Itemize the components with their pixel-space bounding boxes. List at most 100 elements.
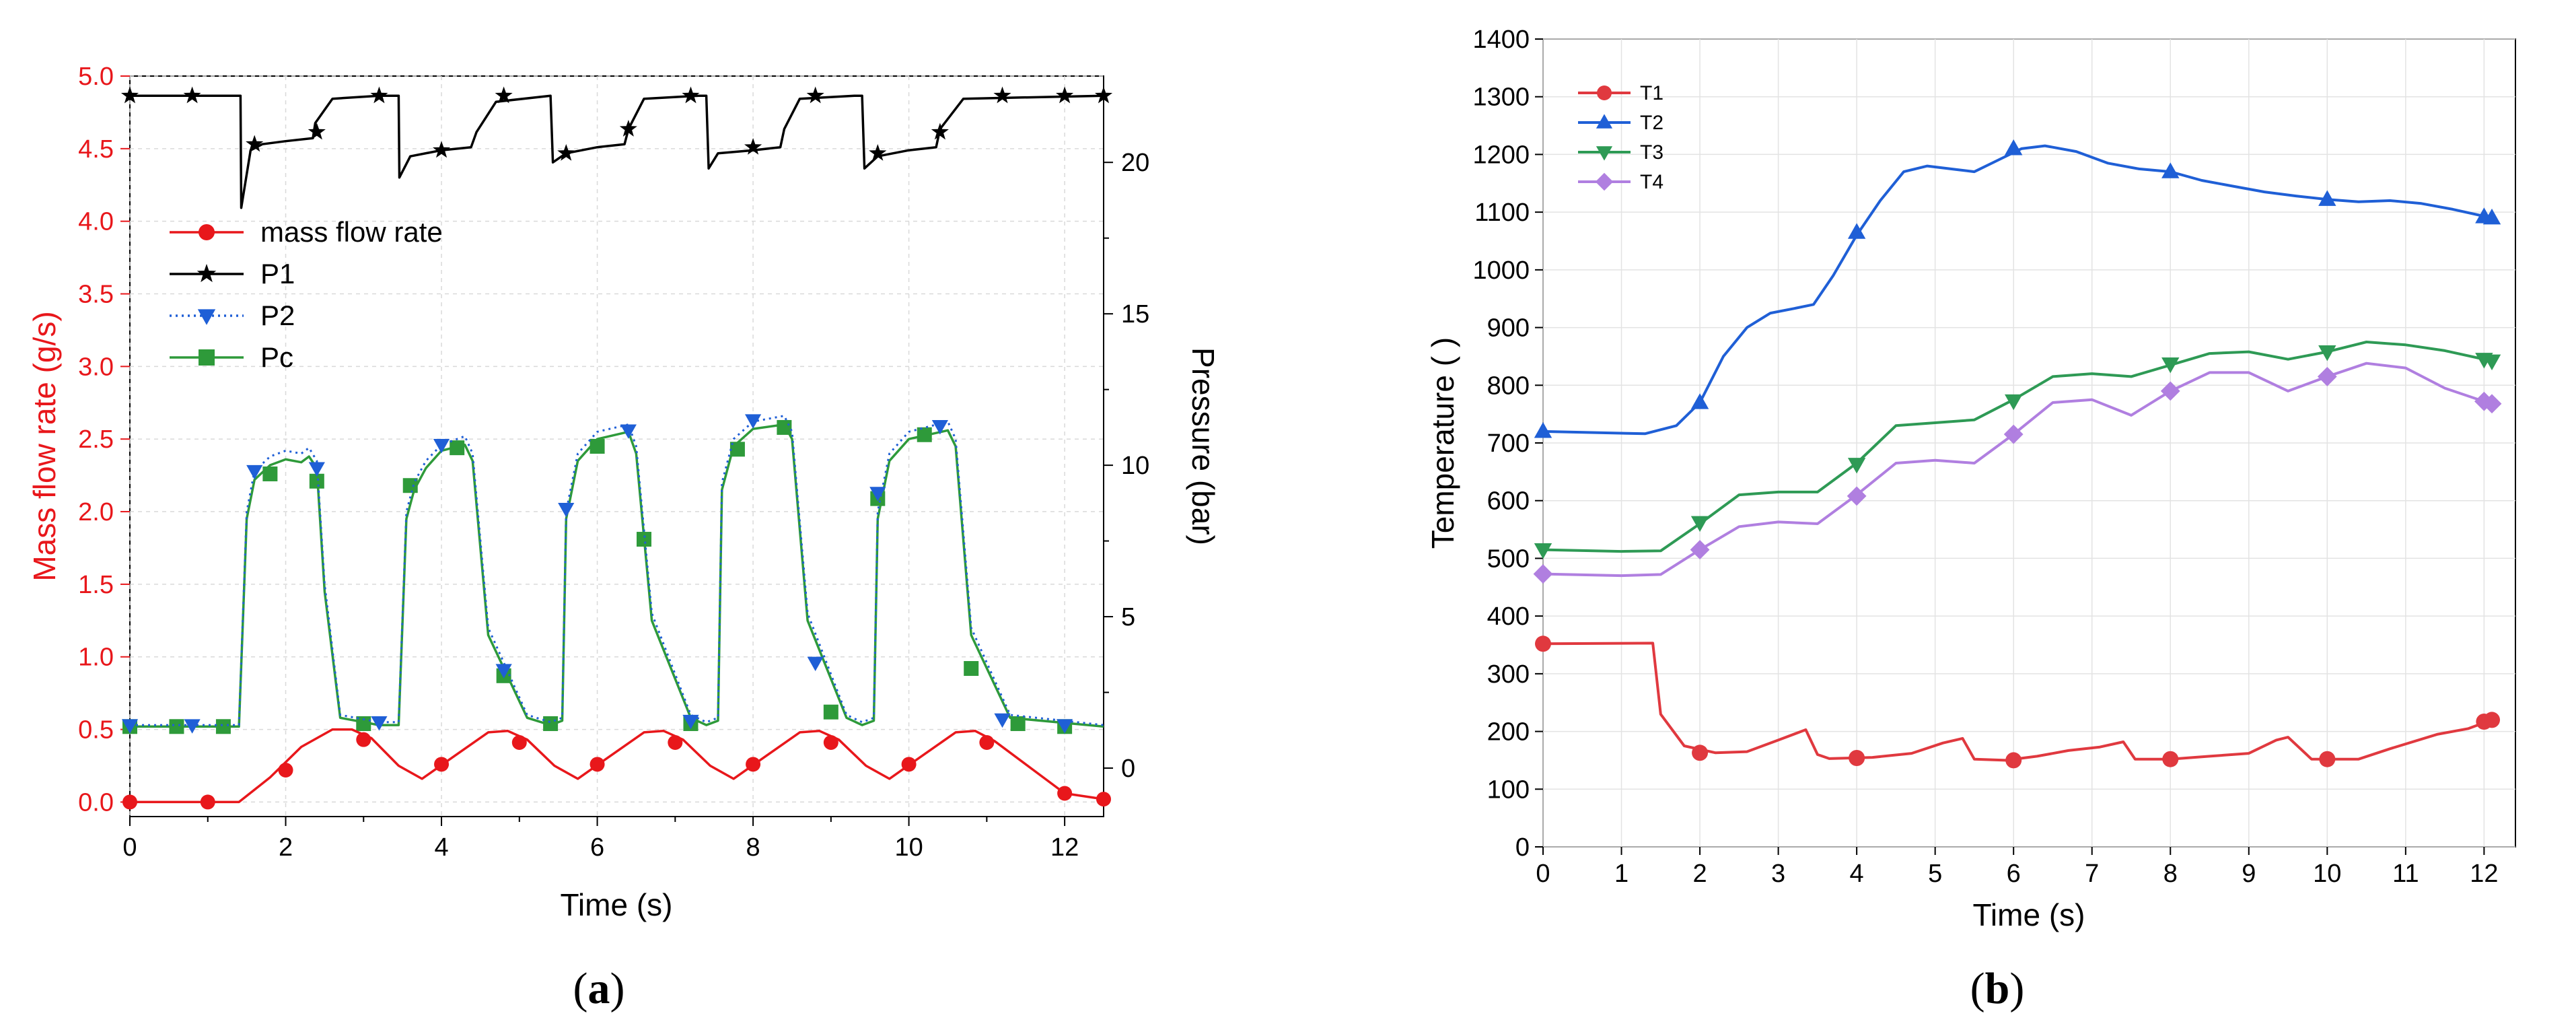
series-marker-pc xyxy=(823,704,838,720)
series-marker-t4 xyxy=(2482,394,2502,414)
panel-a-right-tick-label: 20 xyxy=(1121,149,1149,177)
series-marker-pc xyxy=(543,716,559,731)
panel-a-left-tick-label: 4.0 xyxy=(78,208,114,236)
panel-b-series xyxy=(1533,139,2502,769)
panel-a-caption-open: ( xyxy=(573,964,588,1013)
legend-marker-t1 xyxy=(1597,85,1612,100)
panel-b-x-tick-label: 6 xyxy=(2007,860,2021,888)
series-marker-pc xyxy=(402,478,418,493)
series-marker-t1 xyxy=(2484,712,2501,728)
series-marker-t1 xyxy=(2005,752,2022,769)
series-marker-p1 xyxy=(120,86,139,104)
series-line-t1 xyxy=(1542,642,2493,762)
legend-label-t4: T4 xyxy=(1640,171,1663,193)
legend-label-t1: T1 xyxy=(1640,82,1663,104)
panel-a-right-axis-title: Pressure (bar) xyxy=(1186,347,1221,545)
panel-b-legend: T1 T2 T3 T4 xyxy=(1578,82,1663,193)
panel-b-x-tick-label: 2 xyxy=(1692,860,1707,888)
series-marker-t2 xyxy=(2482,208,2501,225)
panel-a-x-tick-label: 12 xyxy=(1050,833,1079,862)
series-marker-t3 xyxy=(1847,458,1866,474)
series-marker-mass-flow-rate xyxy=(746,757,761,772)
series-marker-p2 xyxy=(495,664,512,679)
panel-b-x-axis-title: Time (s) xyxy=(1973,897,2085,932)
series-marker-p1 xyxy=(993,86,1011,104)
series-marker-mass-flow-rate xyxy=(589,757,605,772)
series-line-t4 xyxy=(1542,361,2493,578)
panel-b-y-tick-label: 900 xyxy=(1487,314,1530,343)
legend-marker-pc xyxy=(199,349,215,366)
panel-b-grid xyxy=(1542,38,2515,848)
legend-marker-mass-flow-rate xyxy=(199,224,215,240)
series-marker-t2 xyxy=(2318,190,2336,206)
panel-b-caption-letter: b xyxy=(1985,964,2010,1013)
series-marker-t4 xyxy=(1690,540,1710,559)
series-marker-p2 xyxy=(931,420,949,435)
series-marker-t4 xyxy=(1847,486,1867,506)
series-marker-p1 xyxy=(370,86,388,104)
panel-b-x-tick-label: 8 xyxy=(2163,860,2178,888)
legend-label-p1: P1 xyxy=(260,258,295,289)
panel-b-x-tick-label: 12 xyxy=(2470,860,2498,888)
panel-a-grid xyxy=(129,75,1104,817)
series-line-t2 xyxy=(1542,144,2493,436)
series-marker-pc xyxy=(450,440,465,456)
series-marker-pc xyxy=(964,661,979,676)
series-marker-p2 xyxy=(558,502,575,518)
series-marker-p1 xyxy=(183,86,201,104)
series-marker-mass-flow-rate xyxy=(823,735,838,750)
panel-a-x-tick-label: 10 xyxy=(894,833,923,862)
panel-a: 0 2 4 6 8 10 12 0.0 0.5 1.0 1.5 2.0 2.5 3.0 3.5 4.0 4.5 5… xyxy=(27,63,1221,1013)
panel-b-y-tick-label: 1200 xyxy=(1472,141,1530,169)
series-marker-pc xyxy=(777,419,792,435)
panel-a-left-tick-label: 4.5 xyxy=(78,135,114,164)
series-marker-t1 xyxy=(1535,635,1551,652)
series-marker-p1 xyxy=(619,120,637,137)
series-marker-t4 xyxy=(2003,424,2024,444)
panel-b-x-tick-label: 7 xyxy=(2085,860,2099,888)
series-marker-p2 xyxy=(744,414,762,429)
series-marker-p2 xyxy=(682,714,699,730)
series-marker-t1 xyxy=(1692,745,1709,761)
panel-b-caption-open: ( xyxy=(1970,964,1985,1013)
series-marker-t1 xyxy=(1849,750,1865,766)
series-marker-p1 xyxy=(744,138,762,155)
series-marker-pc xyxy=(1010,716,1026,731)
legend-label-p2: P2 xyxy=(260,300,295,331)
panel-a-right-tick-label: 15 xyxy=(1121,300,1149,329)
legend-marker-p2 xyxy=(197,309,216,325)
panel-b-y-tick-label: 1000 xyxy=(1472,256,1530,285)
panel-a-series xyxy=(120,86,1113,810)
panel-a-left-tick-label: 0.0 xyxy=(78,788,114,817)
series-marker-pc xyxy=(215,719,231,734)
series-marker-pc xyxy=(637,532,652,547)
legend-label-t3: T3 xyxy=(1640,141,1663,164)
panel-b-ticks: 0 1 2 3 4 5 6 7 8 9 10 11 12010020030040050060070080… xyxy=(1472,26,2498,888)
legend-label-pc: Pc xyxy=(260,341,293,373)
panel-b-caption: (b) xyxy=(1970,964,2025,1013)
series-marker-mass-flow-rate xyxy=(434,757,450,772)
series-marker-mass-flow-rate xyxy=(1057,786,1073,801)
series-marker-p2 xyxy=(371,716,388,731)
panel-a-left-tick-label: 3.0 xyxy=(78,353,114,381)
series-marker-t4 xyxy=(2160,381,2180,401)
panel-b-y-tick-label: 300 xyxy=(1487,660,1530,689)
panel-a-right-tick-label: 0 xyxy=(1121,755,1135,783)
series-marker-pc xyxy=(917,427,932,442)
series-marker-p1 xyxy=(433,141,451,158)
series-marker-p1 xyxy=(682,86,700,104)
legend-label-t2: T2 xyxy=(1640,112,1663,134)
series-marker-mass-flow-rate xyxy=(901,757,917,772)
series-line-t3 xyxy=(1542,341,2493,553)
panel-a-left-tick-label: 5.0 xyxy=(78,63,114,91)
panel-a-left-tick-label: 3.5 xyxy=(78,281,114,309)
series-marker-p1 xyxy=(806,86,824,104)
panel-a-x-tick-label: 4 xyxy=(434,833,448,862)
series-marker-p2 xyxy=(121,719,139,734)
series-marker-mass-flow-rate xyxy=(122,794,137,810)
legend-label-mass-flow-rate: mass flow rate xyxy=(260,216,443,248)
panel-b-y-tick-label: 600 xyxy=(1487,487,1530,516)
series-marker-t3 xyxy=(2318,345,2336,361)
series-marker-t3 xyxy=(2482,354,2501,371)
